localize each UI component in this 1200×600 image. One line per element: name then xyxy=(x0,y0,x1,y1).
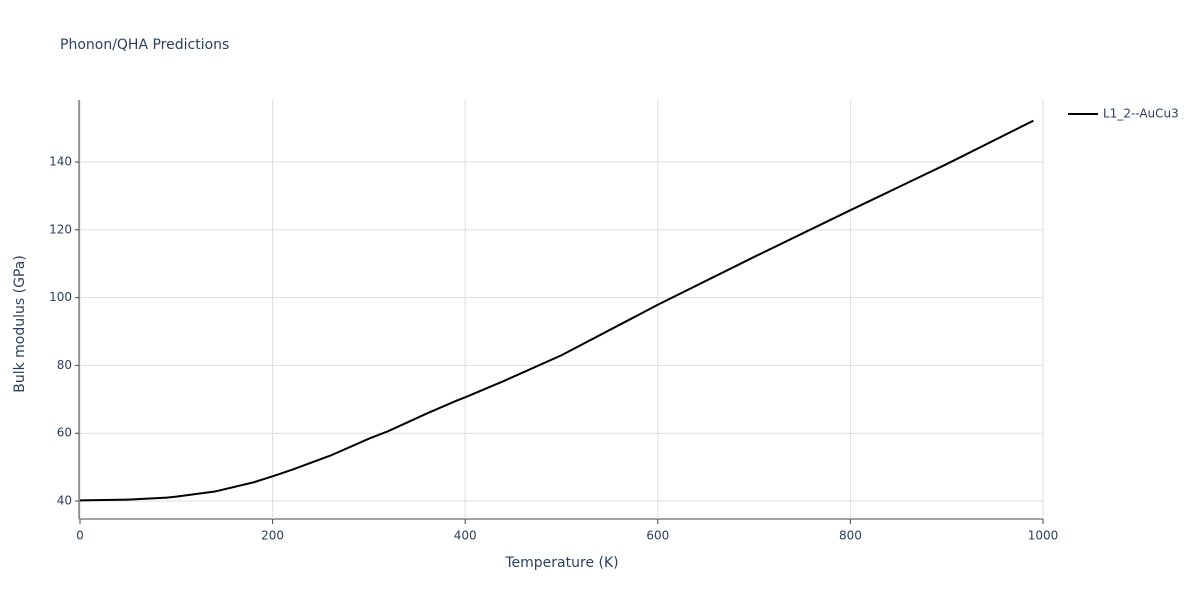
chart-title: Phonon/QHA Predictions xyxy=(60,37,229,53)
y-tick-label: 80 xyxy=(57,358,72,372)
x-tick-label: 0 xyxy=(76,529,84,543)
x-tick-label: 600 xyxy=(646,529,669,543)
x-axis-title: Temperature (K) xyxy=(504,555,618,571)
legend-label: L1_2--AuCu3 xyxy=(1103,107,1179,121)
y-tick-label: 140 xyxy=(49,155,72,169)
y-tick-label: 40 xyxy=(57,494,72,508)
y-axis-title: Bulk modulus (GPa) xyxy=(12,255,28,393)
line-series xyxy=(79,119,1034,502)
x-tick-label: 200 xyxy=(261,529,284,543)
x-tick-label: 400 xyxy=(454,529,477,543)
y-tick-label: 60 xyxy=(57,426,72,440)
y-tick-label: 100 xyxy=(49,290,72,304)
x-tick-label: 1000 xyxy=(1028,529,1059,543)
y-tick-label: 120 xyxy=(49,222,72,236)
x-tick-label: 800 xyxy=(839,529,862,543)
